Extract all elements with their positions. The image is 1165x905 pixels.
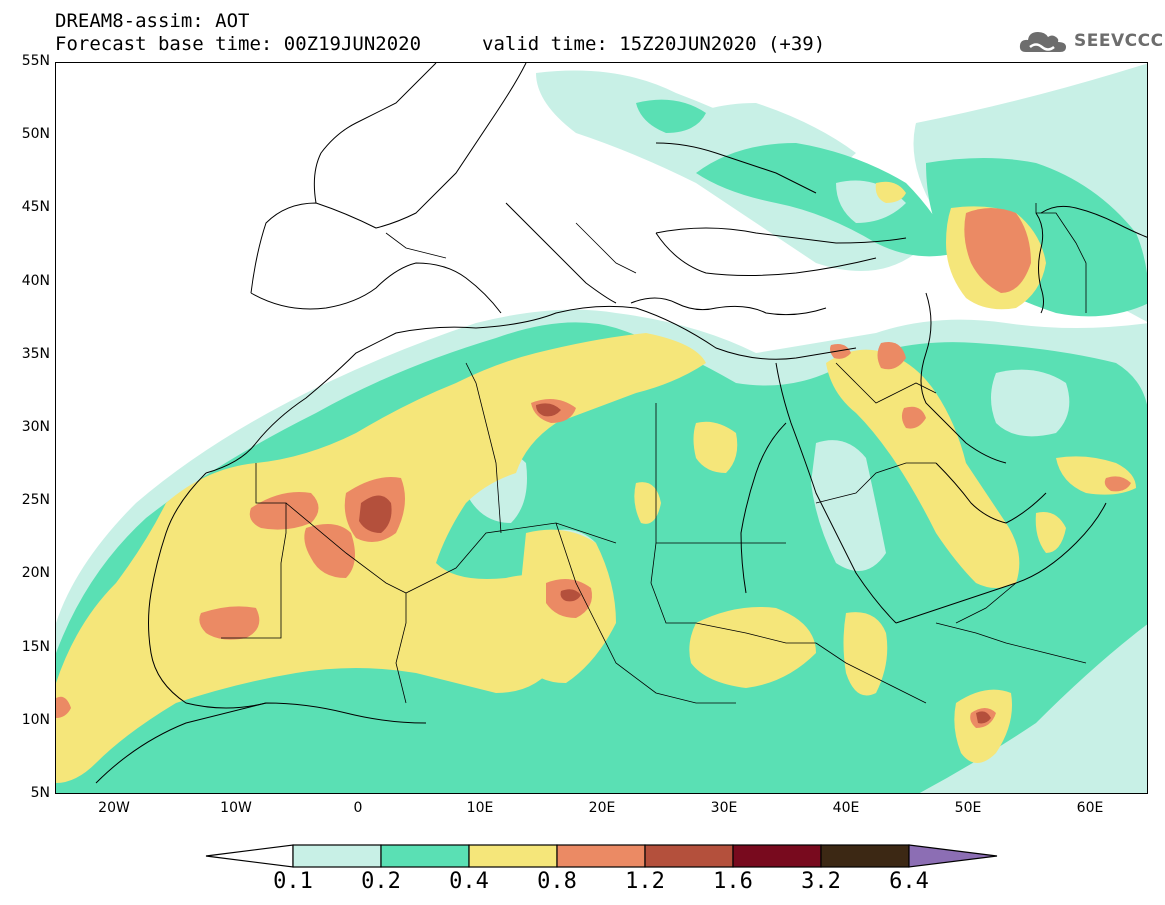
lat-label: 25N bbox=[21, 492, 50, 509]
colorbar-box bbox=[292, 844, 382, 868]
valid-time: valid time: 15Z20JUN2020 (+39) bbox=[482, 33, 826, 55]
lat-label: 5N bbox=[30, 785, 50, 801]
colorbar-threshold-label: 1.2 bbox=[625, 869, 665, 894]
colorbar-box bbox=[644, 844, 734, 868]
lon-label: 20W bbox=[98, 800, 130, 816]
lon-label: 60E bbox=[1076, 800, 1104, 816]
colorbar-threshold-label: 1.6 bbox=[713, 869, 753, 894]
colorbar-high-triangle bbox=[908, 844, 998, 868]
seevccc-logo: SEEVCCC bbox=[1018, 26, 1164, 56]
lon-label: 40E bbox=[832, 800, 860, 816]
cloud-icon bbox=[1019, 32, 1066, 52]
lon-label: 20E bbox=[588, 800, 616, 816]
lon-label: 10W bbox=[220, 800, 252, 816]
colorbar-low-triangle bbox=[205, 844, 294, 868]
colorbar-threshold-label: 0.2 bbox=[361, 869, 401, 894]
colorbar-box bbox=[820, 844, 910, 868]
logo-text: SEEVCCC bbox=[1074, 31, 1164, 51]
colorbar-box bbox=[380, 844, 470, 868]
colorbar-threshold-label: 0.4 bbox=[449, 869, 489, 894]
lon-label: 50E bbox=[954, 800, 982, 816]
lon-label: 0 bbox=[353, 800, 363, 816]
lat-label: 10N bbox=[21, 711, 50, 728]
colorbar-threshold-label: 0.1 bbox=[273, 869, 313, 894]
colorbar-threshold-label: 6.4 bbox=[889, 869, 929, 894]
colorbar-box bbox=[732, 844, 822, 868]
lat-label: 55N bbox=[21, 53, 50, 69]
lat-label: 45N bbox=[21, 199, 50, 216]
lat-label: 40N bbox=[21, 272, 50, 289]
coastlines bbox=[95, 63, 1147, 784]
map-area[interactable] bbox=[55, 62, 1148, 794]
colorbar-threshold-label: 0.8 bbox=[537, 869, 577, 894]
forecast-base-time: Forecast base time: 00Z19JUN2020 bbox=[55, 33, 422, 55]
map-title: DREAM8-assim: AOT bbox=[55, 10, 250, 32]
colorbar-box bbox=[468, 844, 558, 868]
lat-label: 50N bbox=[21, 126, 50, 143]
lon-label: 10E bbox=[466, 800, 494, 816]
lat-label: 15N bbox=[21, 638, 50, 655]
lon-label: 30E bbox=[710, 800, 738, 816]
borders bbox=[221, 203, 1087, 704]
aot-level-red bbox=[359, 403, 991, 724]
lat-label: 30N bbox=[21, 419, 50, 435]
lat-label: 35N bbox=[21, 345, 50, 362]
lat-label: 20N bbox=[21, 565, 50, 582]
aot-map bbox=[56, 63, 1147, 793]
colorbar-threshold-label: 3.2 bbox=[801, 869, 841, 894]
colorbar bbox=[205, 844, 998, 868]
colorbar-box bbox=[556, 844, 646, 868]
